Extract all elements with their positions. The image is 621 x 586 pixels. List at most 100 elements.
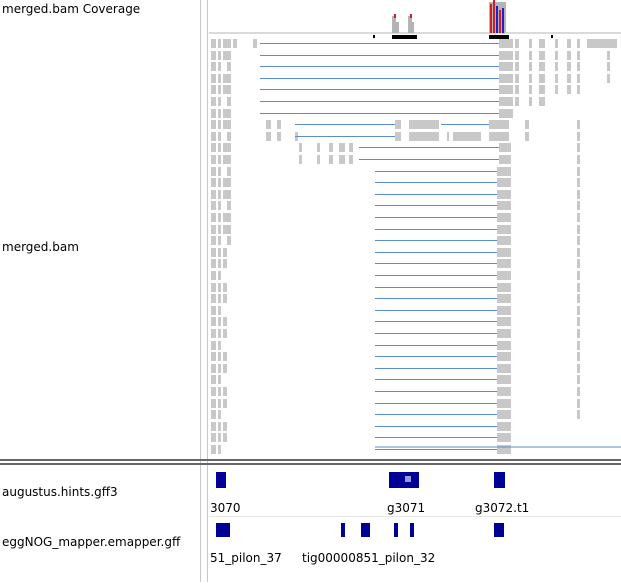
read-block[interactable] xyxy=(211,364,216,373)
read-block[interactable] xyxy=(211,271,216,280)
read-block[interactable] xyxy=(223,329,227,338)
read-block[interactable] xyxy=(577,399,580,408)
read-block[interactable] xyxy=(218,329,221,338)
coverage-track-label[interactable]: merged.bam Coverage xyxy=(2,2,141,16)
read-block[interactable] xyxy=(211,329,216,338)
read-block[interactable] xyxy=(223,422,227,431)
read-block[interactable] xyxy=(299,155,302,164)
read-block[interactable] xyxy=(223,225,227,234)
read-block[interactable] xyxy=(577,410,580,419)
read-block[interactable] xyxy=(497,329,511,338)
read-block[interactable] xyxy=(339,143,345,152)
eggnog-track-label[interactable]: eggNOG_mapper.emapper.gff xyxy=(2,535,181,549)
read-block[interactable] xyxy=(567,74,571,83)
read-block[interactable] xyxy=(577,294,580,303)
read-block[interactable] xyxy=(218,433,221,442)
read-block[interactable] xyxy=(555,74,558,83)
read-block[interactable] xyxy=(525,132,529,141)
augustus-feature-track[interactable]: 3070 g3071 g3072.t1 xyxy=(210,472,529,515)
read-block[interactable] xyxy=(227,120,231,129)
read-block[interactable] xyxy=(218,39,221,48)
read-block[interactable] xyxy=(211,410,216,419)
read-block[interactable] xyxy=(223,120,227,129)
read-block[interactable] xyxy=(539,62,545,71)
read-block[interactable] xyxy=(227,236,231,245)
read-block[interactable] xyxy=(227,213,231,222)
read-block[interactable] xyxy=(211,259,216,268)
read-block[interactable] xyxy=(529,62,532,71)
read-block[interactable] xyxy=(529,74,532,83)
eggnog-feature[interactable] xyxy=(216,523,230,537)
read-block[interactable] xyxy=(218,259,221,268)
read-block[interactable] xyxy=(227,201,231,210)
read-block[interactable] xyxy=(223,294,227,303)
read-block[interactable] xyxy=(497,236,511,245)
read-block[interactable] xyxy=(497,178,511,187)
read-block[interactable] xyxy=(499,85,513,94)
read-block[interactable] xyxy=(218,271,221,280)
read-block[interactable] xyxy=(227,97,231,106)
read-block[interactable] xyxy=(607,74,610,83)
read-block[interactable] xyxy=(211,85,216,94)
read-block[interactable] xyxy=(577,259,580,268)
read-block[interactable] xyxy=(577,51,580,60)
read-block[interactable] xyxy=(223,85,227,94)
read-block[interactable] xyxy=(497,341,511,350)
read-block[interactable] xyxy=(218,236,221,245)
alignment-track-label[interactable]: merged.bam xyxy=(2,240,79,254)
read-block[interactable] xyxy=(529,85,532,94)
read-block[interactable] xyxy=(218,51,221,60)
read-block[interactable] xyxy=(211,294,216,303)
read-block[interactable] xyxy=(266,120,271,129)
read-block[interactable] xyxy=(218,109,221,118)
read-block[interactable] xyxy=(577,85,580,94)
read-block[interactable] xyxy=(499,109,513,118)
read-block[interactable] xyxy=(223,399,227,408)
read-block[interactable] xyxy=(218,364,221,373)
read-block[interactable] xyxy=(489,120,509,129)
gene-feature-3070[interactable] xyxy=(216,472,226,488)
read-block[interactable] xyxy=(218,445,221,454)
read-block[interactable] xyxy=(211,375,216,384)
augustus-track-label[interactable]: augustus.hints.gff3 xyxy=(2,485,118,499)
read-block[interactable] xyxy=(499,155,511,164)
read-block[interactable] xyxy=(211,213,216,222)
read-block[interactable] xyxy=(497,410,511,419)
read-block[interactable] xyxy=(223,352,227,361)
read-block[interactable] xyxy=(515,39,519,48)
read-block[interactable] xyxy=(577,387,580,396)
data-panel-svg[interactable]: 3070 g3071 g3072.t1 51_pilon_37 tig00000… xyxy=(209,0,621,582)
read-block[interactable] xyxy=(211,62,216,71)
read-block[interactable] xyxy=(317,143,320,152)
read-block[interactable] xyxy=(211,109,216,118)
read-block[interactable] xyxy=(211,225,216,234)
read-block[interactable] xyxy=(211,387,216,396)
read-block[interactable] xyxy=(497,433,511,442)
read-block[interactable] xyxy=(555,85,558,94)
read-block[interactable] xyxy=(211,132,216,141)
read-block[interactable] xyxy=(211,341,216,350)
read-block[interactable] xyxy=(497,422,511,431)
read-block[interactable] xyxy=(223,143,227,152)
read-block[interactable] xyxy=(577,74,580,83)
eggnog-feature[interactable] xyxy=(410,523,414,537)
read-block[interactable] xyxy=(211,306,216,315)
read-block[interactable] xyxy=(223,317,227,326)
read-block[interactable] xyxy=(277,132,281,141)
read-block[interactable] xyxy=(211,201,216,210)
read-block[interactable] xyxy=(577,62,580,71)
read-block[interactable] xyxy=(555,39,558,48)
read-block[interactable] xyxy=(515,62,519,71)
read-block[interactable] xyxy=(497,283,511,292)
read-block[interactable] xyxy=(211,120,216,129)
read-block[interactable] xyxy=(577,306,580,315)
read-block[interactable] xyxy=(539,97,545,106)
read-block[interactable] xyxy=(349,143,353,152)
read-block[interactable] xyxy=(218,120,221,129)
read-block[interactable] xyxy=(409,120,439,129)
read-block[interactable] xyxy=(453,132,481,141)
read-block[interactable] xyxy=(223,387,227,396)
read-block[interactable] xyxy=(299,143,302,152)
read-block[interactable] xyxy=(223,109,227,118)
read-block[interactable] xyxy=(211,97,216,106)
